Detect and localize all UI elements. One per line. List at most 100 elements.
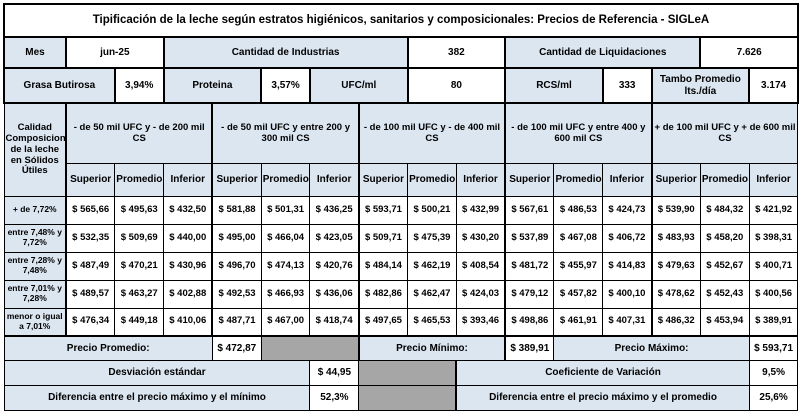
dif-max-prom-label: Diferencia entre el precio máximo y el p… — [455, 385, 750, 411]
precio-promedio-value: $ 472,87 — [211, 334, 262, 362]
price-cell: $ 483,93 — [650, 223, 701, 253]
price-cell: $ 486,53 — [553, 195, 604, 225]
price-cell: $ 463,27 — [114, 279, 165, 309]
subcolumn-header: Superior — [65, 162, 116, 197]
price-cell: $ 410,06 — [163, 307, 213, 337]
precio-maximo-value: $ 593,71 — [748, 334, 799, 362]
rcs-value: 333 — [601, 67, 653, 105]
desviacion-value: $ 44,95 — [309, 360, 360, 387]
subcolumn-header: Inferior — [309, 162, 360, 197]
ufc-value: 80 — [406, 67, 507, 105]
filler-cell — [358, 385, 457, 411]
price-cell: $ 496,70 — [211, 251, 262, 281]
industrias-label: Cantidad de Industrias — [162, 36, 409, 70]
price-cell: $ 495,63 — [114, 195, 165, 225]
price-cell: $ 421,92 — [748, 195, 799, 225]
price-cell: $ 455,97 — [553, 251, 604, 281]
price-cell: $ 500,21 — [407, 195, 457, 225]
row-label: entre 7,48% y 7,72% — [3, 223, 67, 253]
price-cell: $ 449,18 — [114, 307, 165, 337]
price-cell: $ 423,05 — [309, 223, 360, 253]
price-cell: $ 479,63 — [650, 251, 701, 281]
price-cell: $ 453,94 — [699, 307, 750, 337]
grasa-value: 3,94% — [113, 67, 165, 105]
subcolumn-header: Promedio — [114, 162, 165, 197]
precio-minimo-value: $ 389,91 — [504, 334, 555, 362]
price-cell: $ 407,31 — [602, 307, 653, 337]
price-cell: $ 539,90 — [650, 195, 701, 225]
liquidaciones-label: Cantidad de Liquidaciones — [504, 36, 702, 70]
group-header: - de 100 mil UFC y - de 400 mil CS — [357, 102, 506, 164]
subcolumn-header: Superior — [211, 162, 262, 197]
price-cell: $ 470,21 — [114, 251, 165, 281]
price-cell: $ 484,32 — [699, 195, 750, 225]
industrias-value: 382 — [406, 36, 507, 70]
price-cell: $ 452,43 — [699, 279, 750, 309]
price-cell: $ 406,72 — [602, 223, 653, 253]
price-cell: $ 402,88 — [163, 279, 213, 309]
subcolumn-header: Inferior — [748, 162, 799, 197]
row-label: entre 7,01% y 7,28% — [3, 279, 67, 309]
liquidaciones-value: 7.626 — [699, 36, 799, 70]
price-cell: $ 478,62 — [650, 279, 701, 309]
price-cell: $ 452,67 — [699, 251, 750, 281]
price-cell: $ 461,91 — [553, 307, 604, 337]
price-cell: $ 581,88 — [211, 195, 262, 225]
price-cell: $ 436,25 — [309, 195, 360, 225]
subcolumn-header: Superior — [504, 162, 555, 197]
price-cell: $ 414,83 — [602, 251, 653, 281]
price-cell: $ 432,99 — [455, 195, 506, 225]
proteina-value: 3,57% — [260, 67, 311, 105]
dif-max-min-value: 52,3% — [309, 385, 360, 411]
coeficiente-label: Coeficiente de Variación — [455, 360, 750, 387]
price-cell: $ 467,00 — [260, 307, 311, 337]
subcolumn-header: Inferior — [455, 162, 506, 197]
precio-minimo-label: Precio Mínimo: — [357, 334, 506, 362]
rcs-label: RCS/ml — [504, 67, 604, 105]
price-cell: $ 466,93 — [260, 279, 311, 309]
desviacion-label: Desviación estándar — [3, 360, 311, 387]
price-cell: $ 474,13 — [260, 251, 311, 281]
price-cell: $ 430,20 — [455, 223, 506, 253]
price-cell: $ 501,31 — [260, 195, 311, 225]
subcolumn-header: Inferior — [163, 162, 213, 197]
price-cell: $ 462,19 — [407, 251, 457, 281]
tambo-value: 3.174 — [748, 67, 799, 105]
price-cell: $ 487,49 — [65, 251, 116, 281]
mes-value: jun-25 — [65, 36, 165, 70]
mes-label: Mes — [3, 36, 67, 70]
row-label: + de 7,72% — [3, 195, 67, 225]
price-cell: $ 537,89 — [504, 223, 555, 253]
subcolumn-header: Superior — [357, 162, 409, 197]
price-cell: $ 458,20 — [699, 223, 750, 253]
price-cell: $ 457,82 — [553, 279, 604, 309]
precio-maximo-label: Precio Máximo: — [553, 334, 750, 362]
price-cell: $ 393,46 — [455, 307, 506, 337]
price-cell: $ 532,35 — [65, 223, 116, 253]
price-cell: $ 400,10 — [602, 279, 653, 309]
price-cell: $ 424,03 — [455, 279, 506, 309]
price-cell: $ 567,61 — [504, 195, 555, 225]
dif-max-prom-value: 25,6% — [748, 385, 799, 411]
price-cell: $ 484,14 — [357, 251, 409, 281]
subcolumn-header: Promedio — [553, 162, 604, 197]
price-cell: $ 400,71 — [748, 251, 799, 281]
row-label: menor o igual a 7,01% — [3, 307, 67, 337]
price-cell: $ 424,73 — [602, 195, 653, 225]
subcolumn-header: Inferior — [602, 162, 653, 197]
ufc-label: UFC/ml — [308, 67, 409, 105]
price-cell: $ 495,00 — [211, 223, 262, 253]
price-cell: $ 497,65 — [357, 307, 409, 337]
price-cell: $ 465,53 — [407, 307, 457, 337]
price-cell: $ 436,06 — [309, 279, 360, 309]
subcolumn-header: Superior — [650, 162, 701, 197]
price-cell: $ 565,66 — [65, 195, 116, 225]
group-header: - de 100 mil UFC y entre 400 y 600 mil C… — [504, 102, 653, 164]
price-cell: $ 418,74 — [309, 307, 360, 337]
filler-cell — [358, 360, 457, 387]
coeficiente-value: 9,5% — [748, 360, 799, 387]
proteina-label: Proteina — [162, 67, 263, 105]
price-cell: $ 475,39 — [407, 223, 457, 253]
price-cell: $ 389,91 — [748, 307, 799, 337]
